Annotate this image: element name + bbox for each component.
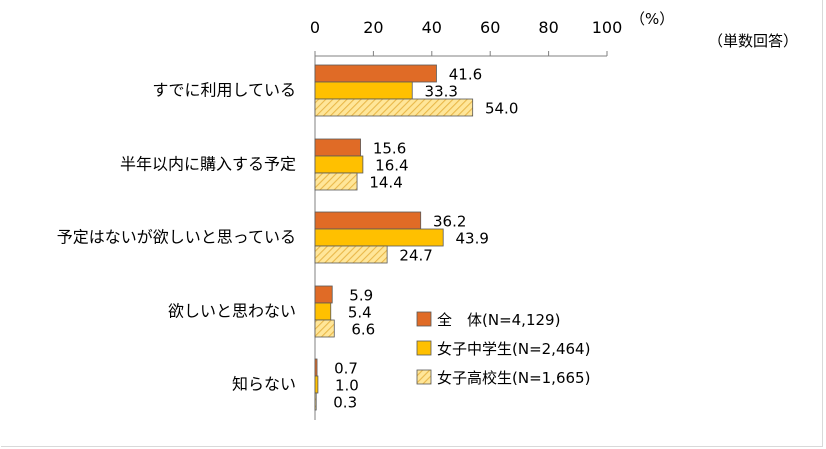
legend-swatch (416, 311, 432, 327)
data-label: 5.9 (349, 287, 373, 305)
bar (314, 245, 388, 264)
x-tick-label: 40 (422, 18, 442, 37)
category-label: 欲しいと思わない (168, 302, 296, 321)
data-label: 54.0 (485, 100, 518, 118)
bar (314, 81, 413, 100)
data-label: 14.4 (369, 174, 402, 192)
x-tick-label: 20 (363, 18, 383, 37)
category-label: すでに利用している (152, 81, 296, 100)
data-label: 6.6 (351, 321, 375, 339)
bar (314, 228, 444, 247)
data-label: 43.9 (455, 230, 488, 248)
bar (314, 358, 318, 377)
data-label: 5.4 (348, 304, 372, 322)
x-tick-label: 60 (480, 18, 500, 37)
data-label: 24.7 (399, 247, 432, 265)
bar (314, 302, 332, 321)
x-tick-label: 80 (538, 18, 558, 37)
bar (314, 375, 319, 394)
category-label: 半年以内に購入する予定 (120, 155, 296, 174)
x-tick-label: 0 (310, 18, 320, 37)
legend-label: 女子高校生(N=1,665) (437, 369, 590, 387)
bar (314, 172, 358, 191)
data-label: 1.0 (335, 377, 359, 395)
bar (314, 211, 422, 230)
bar (314, 392, 317, 411)
bar (314, 285, 333, 304)
category-label: 知らない (232, 375, 296, 394)
bar (314, 64, 437, 83)
bar (314, 319, 335, 338)
data-label: 0.3 (333, 394, 357, 412)
note-label: （単数回答） (708, 32, 798, 50)
data-label: 41.6 (449, 66, 482, 84)
data-label: 36.2 (433, 213, 466, 231)
data-label: 33.3 (425, 83, 458, 101)
legend-label: 全 体(N=4,129) (437, 311, 560, 329)
legend-swatch (416, 369, 432, 385)
data-label: 0.7 (334, 360, 358, 378)
unit-label: （%） (630, 10, 674, 28)
x-tick-label: 100 (592, 18, 623, 37)
data-label: 16.4 (375, 157, 408, 175)
bar (314, 98, 474, 117)
data-label: 15.6 (373, 140, 406, 158)
legend-swatch (416, 340, 432, 356)
bar (314, 138, 361, 157)
category-label: 予定はないが欲しいと思っている (57, 228, 296, 247)
bar (314, 155, 364, 174)
legend-label: 女子中学生(N=2,464) (437, 340, 590, 358)
